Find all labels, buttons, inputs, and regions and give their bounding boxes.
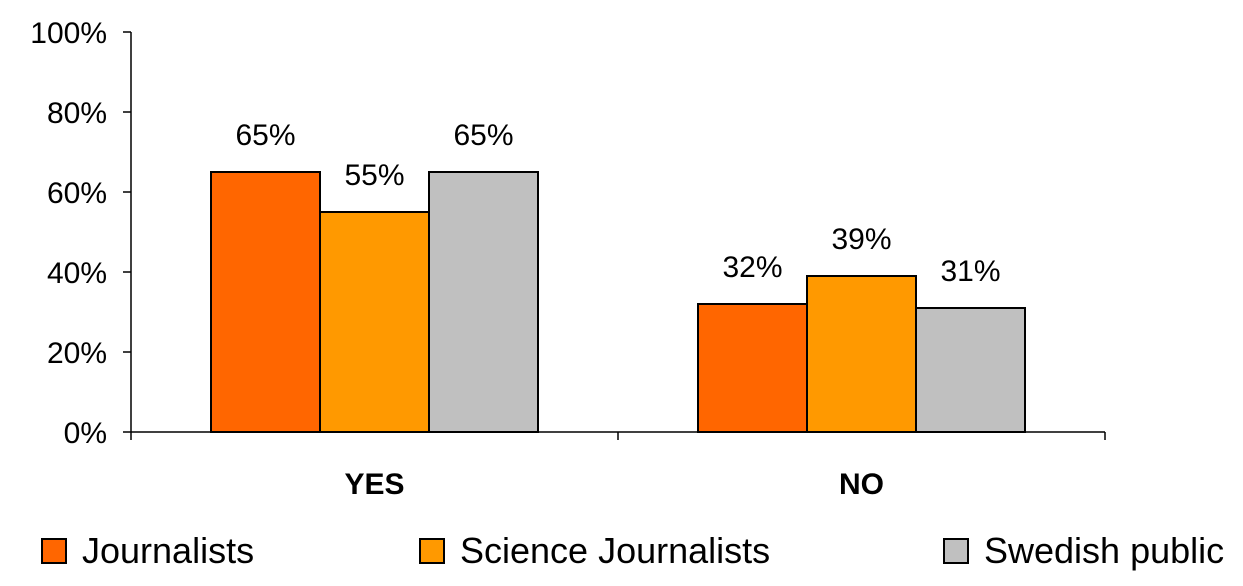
data-label: 32% [722, 251, 782, 284]
bars [210, 171, 1026, 433]
legend-swatch-swedish-public [943, 538, 969, 564]
y-tick-label: 40% [47, 257, 107, 290]
y-tick-label: 60% [47, 177, 107, 210]
category-label-yes: YES [344, 468, 404, 501]
x-axis [130, 431, 1106, 440]
category-label-no: NO [839, 468, 884, 501]
bar-yes-swedish-public [428, 171, 539, 433]
y-axis: 0% 20% 40% 60% 80% 100% [30, 17, 132, 450]
y-tick-label: 100% [30, 17, 107, 50]
legend-swatch-science-journalists [419, 538, 445, 564]
data-label: 65% [235, 119, 295, 152]
legend-label-science-journalists: Science Journalists [460, 530, 770, 571]
legend-label-swedish-public: Swedish public [984, 530, 1224, 571]
data-labels: 65% 55% 65% 32% 39% 31% [235, 119, 1000, 288]
bar-yes-journalists [210, 171, 321, 433]
legend-label-journalists: Journalists [82, 530, 254, 571]
data-label: 31% [940, 255, 1000, 288]
legend-swatch-journalists [41, 538, 67, 564]
y-tick-label: 0% [64, 417, 107, 450]
bar-no-journalists [697, 303, 808, 433]
data-label: 39% [831, 223, 891, 256]
data-label: 65% [453, 119, 513, 152]
category-labels: YES NO [344, 468, 884, 501]
data-label: 55% [344, 159, 404, 192]
bar-no-swedish-public [915, 307, 1026, 433]
legend: Journalists Science Journalists Swedish pu… [41, 530, 1224, 571]
bar-no-science-journalists [806, 275, 917, 433]
y-tick-label: 20% [47, 337, 107, 370]
bar-yes-science-journalists [319, 211, 430, 433]
y-tick-label: 80% [47, 97, 107, 130]
